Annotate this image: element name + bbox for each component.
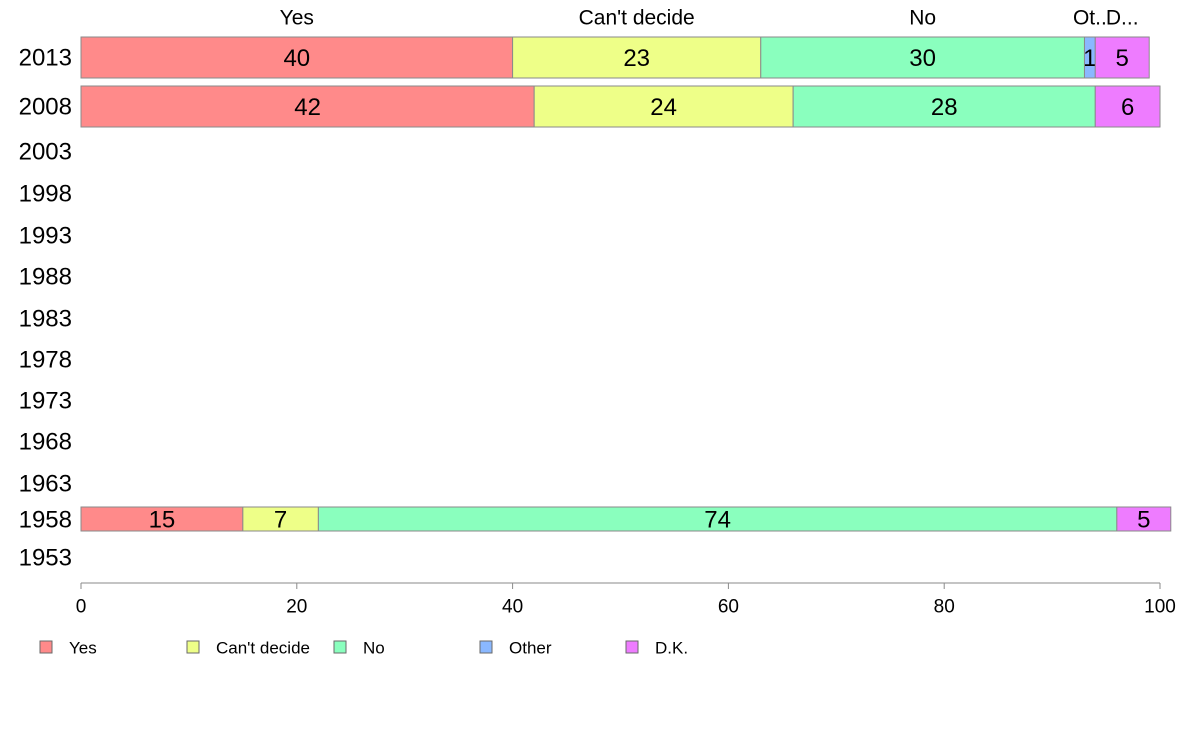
bar-label-1958-can-t-decide: 7 <box>274 507 287 534</box>
legend-label-yes: Yes <box>69 639 97 658</box>
bar-label-2013-d-k: 5 <box>1116 45 1129 72</box>
bar-label-1958-yes: 15 <box>149 507 176 534</box>
top-label-yes: Yes <box>280 7 314 30</box>
legend: Yes Can't decide No Other D.K. <box>39 639 688 658</box>
year-label-1998: 1998 <box>19 181 72 208</box>
bar-2008-yes <box>80 85 535 128</box>
bar-label-2013-can-t-decide: 23 <box>623 45 650 72</box>
bar-label-2008-d-k: 6 <box>1121 94 1134 121</box>
bar-1958-no <box>317 506 1118 532</box>
legend-swatch-can-t-decide <box>186 640 200 654</box>
legend-label-no: No <box>363 639 385 658</box>
year-label-1953: 1953 <box>19 545 72 572</box>
bar-label-2008-no: 28 <box>931 94 958 121</box>
x-tick-label-60: 60 <box>718 597 739 618</box>
bar-2013-yes <box>80 36 514 79</box>
x-axis: 0 20 40 60 80 100 <box>76 582 1176 618</box>
year-label-1968: 1968 <box>19 429 72 456</box>
legend-swatch-yes <box>39 640 53 654</box>
bar-2013-can-t-decide <box>512 36 762 79</box>
bar-2013-d-k <box>1094 36 1150 79</box>
year-label-2013: 2013 <box>19 45 72 72</box>
legend-label-d-k: D.K. <box>655 639 688 658</box>
year-label-1993: 1993 <box>19 223 72 250</box>
legend-label-other: Other <box>509 639 552 658</box>
legend-swatch-d-k <box>625 640 639 654</box>
bar-1958-d-k <box>1116 506 1172 532</box>
year-label-1978: 1978 <box>19 347 72 374</box>
year-label-1983: 1983 <box>19 306 72 333</box>
top-label-other: Ot.. <box>1073 7 1107 30</box>
bar-2013-no <box>760 36 1085 79</box>
top-label-can-t-decide: Can't decide <box>579 7 695 30</box>
bar-2008-d-k <box>1094 85 1161 128</box>
legend-label-can-t-decide: Can't decide <box>216 639 310 658</box>
bar-1958-yes <box>80 506 244 532</box>
bar-label-2008-yes: 42 <box>294 94 321 121</box>
bar-label-2008-can-t-decide: 24 <box>650 94 677 121</box>
year-label-1958: 1958 <box>19 507 72 534</box>
bar-2008-can-t-decide <box>533 85 794 128</box>
year-label-2003: 2003 <box>19 139 72 166</box>
legend-swatch-other <box>479 640 493 654</box>
bar-label-2013-no: 30 <box>909 45 936 72</box>
year-label-1988: 1988 <box>19 264 72 291</box>
bar-2008-no <box>792 85 1096 128</box>
year-label-2008: 2008 <box>19 94 72 121</box>
x-tick-label-0: 0 <box>76 597 87 618</box>
year-axis-labels: 2013 2008 2003 1998 1993 1988 1983 1978 1973 1968… <box>19 45 72 572</box>
bar-label-1958-no: 74 <box>704 507 731 534</box>
legend-swatch-no <box>333 640 347 654</box>
top-label-no: No <box>909 7 936 30</box>
year-label-1973: 1973 <box>19 388 72 415</box>
top-category-labels: Yes Can't decide No Ot.. D... <box>280 7 1139 30</box>
top-label-d-k: D... <box>1106 7 1139 30</box>
bar-label-2013-other: 1 <box>1083 45 1096 72</box>
x-tick-label-100: 100 <box>1144 597 1176 618</box>
bars-layer: 40 23 30 1 542 24 28 615 7 74 5 <box>80 36 1172 534</box>
x-tick-label-40: 40 <box>502 597 523 618</box>
bar-label-2013-yes: 40 <box>283 45 310 72</box>
bar-1958-can-t-decide <box>242 506 319 532</box>
year-label-1963: 1963 <box>19 471 72 498</box>
x-tick-label-20: 20 <box>286 597 307 618</box>
x-tick-label-80: 80 <box>934 597 955 618</box>
bar-label-1958-d-k: 5 <box>1137 507 1150 534</box>
